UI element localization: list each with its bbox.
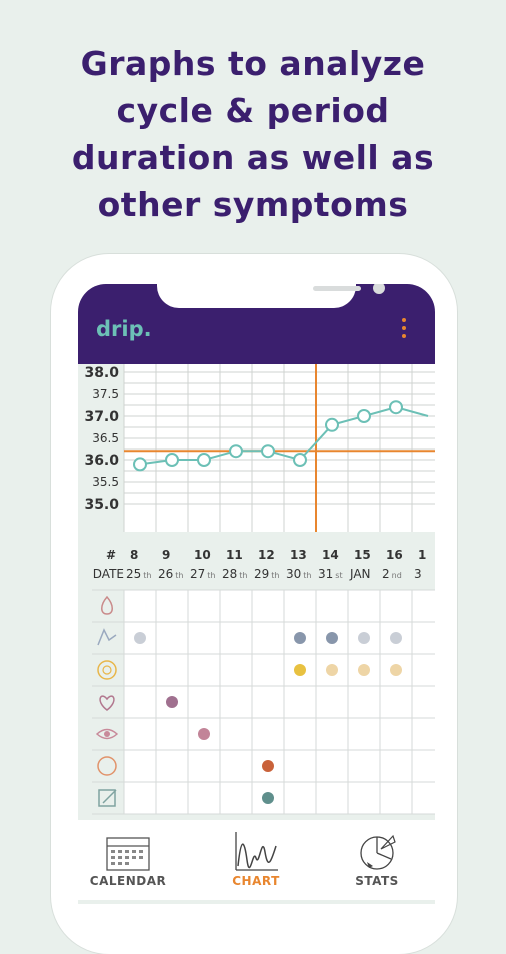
symptom-dot [390, 664, 402, 676]
eye-shape [95, 728, 119, 740]
headline-line-4: other symptoms [97, 185, 409, 224]
day-tick-label: 14 [322, 548, 339, 562]
cervical-mucus-icon [97, 628, 117, 646]
symptom-dot [198, 728, 210, 740]
symptom-dot [326, 664, 338, 676]
nav-chart-label: CHART [232, 874, 280, 888]
app-logo: drip. [96, 317, 152, 341]
y-tick-label-minor: 36.5 [92, 431, 119, 445]
temperature-point [357, 409, 371, 423]
temperature-point [389, 400, 403, 415]
pen-shape [102, 789, 117, 804]
day-tick-label: 8 [130, 548, 138, 562]
front-camera [373, 284, 385, 294]
y-tick-label: 38.0 [84, 365, 119, 381]
temperature-point [229, 444, 243, 459]
day-tick-label: 11 [226, 548, 243, 562]
temperature-point [325, 417, 339, 432]
day-tick-label: 1 [418, 548, 426, 562]
headline-line-3: duration as well as [71, 138, 435, 177]
symptom-dot [358, 632, 370, 644]
headline: Graphs to analyze cycle & period duratio… [0, 40, 506, 228]
chart-icon [235, 832, 278, 871]
app-screen: drip. 38.0 37.0 36.0 35.0 37.5 36.5 35.5 # DATE 8… [78, 284, 435, 904]
cervix-inner [102, 665, 112, 675]
note-shape [98, 789, 116, 807]
day-tick-label: 9 [162, 548, 170, 562]
symptom-dot [326, 632, 338, 644]
eye-icon [95, 728, 119, 740]
symptom-dot [262, 760, 274, 772]
nav-calendar-label: CALENDAR [89, 874, 167, 888]
symptom-dot [134, 632, 146, 644]
temperature-point [165, 453, 179, 467]
heart-shape [99, 695, 115, 711]
date-tick-label: 3 [414, 567, 422, 581]
symptom-dot [262, 792, 274, 804]
symptom-dot [294, 632, 306, 644]
y-tick-label: 36.0 [84, 453, 119, 469]
stats-icon [360, 834, 396, 870]
bottom-navigation: CALENDAR CHART STATS [78, 820, 435, 900]
symptom-dot [294, 664, 306, 676]
y-tick-label-minor: 35.5 [92, 475, 119, 489]
temperature-point [133, 457, 147, 472]
day-tick-label: 12 [258, 548, 275, 562]
temperature-point [293, 453, 307, 467]
temperature-line [139, 406, 429, 466]
cervix-icon [97, 660, 117, 680]
app-bar: drip. [78, 284, 435, 364]
y-tick-label: 37.0 [84, 409, 119, 425]
y-tick-label-minor: 37.5 [92, 387, 119, 401]
headline-line-1: Graphs to analyze [80, 44, 426, 83]
note-icon [98, 789, 117, 807]
heart-icon [99, 695, 115, 711]
cervix-outer [97, 660, 117, 680]
symptom-dot [390, 632, 402, 644]
y-tick-label: 35.0 [84, 497, 119, 513]
temperature-point [197, 453, 211, 467]
pain-circle-icon [97, 756, 117, 776]
symptom-dot [358, 664, 370, 676]
eye-pupil [104, 731, 110, 737]
calendar-icon [106, 837, 150, 871]
pain-shape [97, 756, 117, 776]
day-tick-label: 10 [194, 548, 211, 562]
chart-area: 38.0 37.0 36.0 35.0 37.5 36.5 35.5 # DATE 8 9 10 11 1… [78, 364, 435, 904]
headline-line-2: cycle & period [116, 91, 390, 130]
day-axis-label: # [106, 548, 116, 562]
temperature-point [261, 444, 275, 459]
date-tick-label: JAN [349, 567, 371, 581]
drop-shape [101, 595, 113, 615]
date-axis-label: DATE [93, 567, 124, 581]
day-tick-label: 15 [354, 548, 371, 562]
phone-notch [157, 284, 385, 308]
plot-background [124, 364, 435, 532]
bleeding-drop-icon [101, 595, 113, 615]
speaker-grille [313, 286, 361, 291]
mucus-shape [97, 628, 117, 646]
nav-stats-label: STATS [355, 874, 399, 888]
symptom-dot [166, 696, 178, 708]
day-tick-label: 13 [290, 548, 307, 562]
day-tick-label: 16 [386, 548, 403, 562]
overflow-menu-icon[interactable] [400, 318, 408, 340]
